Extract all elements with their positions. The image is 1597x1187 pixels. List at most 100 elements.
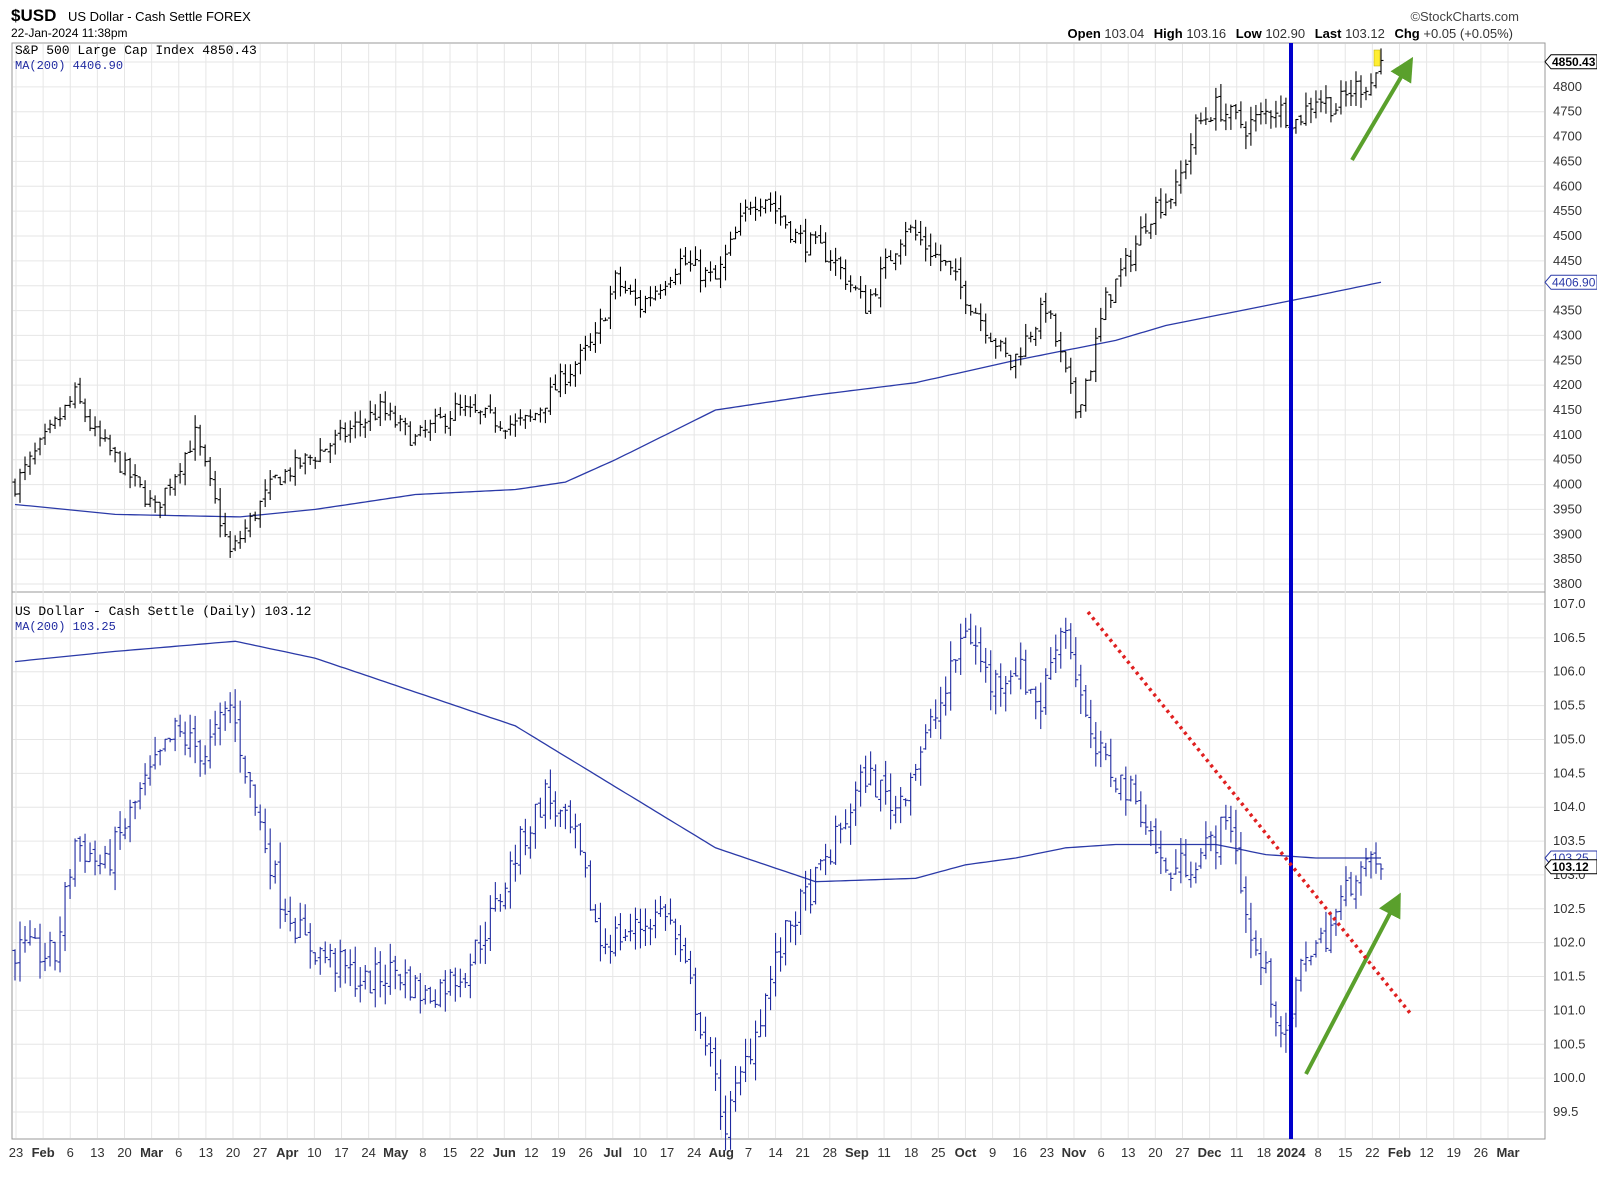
low-value: 102.90 <box>1265 26 1306 41</box>
usd-bar <box>177 714 183 738</box>
brand-watermark[interactable]: ©StockCharts.com <box>1410 9 1519 24</box>
spx-bar <box>582 335 588 361</box>
spx-bar <box>267 470 273 501</box>
usd-bar <box>1078 664 1084 714</box>
spx-bar <box>1023 323 1029 357</box>
spx-bar <box>492 407 498 433</box>
spx-bar <box>753 196 759 221</box>
usd-bar <box>672 918 678 956</box>
spx-bar <box>472 394 478 413</box>
spx-bar <box>237 530 243 549</box>
usd-bar <box>753 1020 759 1081</box>
usd-bar <box>943 676 949 716</box>
x-tick-label: 24 <box>361 1145 375 1160</box>
spx-bar <box>277 476 283 486</box>
usd-bar <box>627 913 633 942</box>
spx-bar <box>978 303 984 332</box>
spx-bar <box>1188 133 1194 175</box>
y-tick-label: 4250 <box>1553 352 1582 367</box>
usd-bar <box>427 986 433 1004</box>
spx-bar <box>918 220 924 246</box>
spx-bar <box>167 478 173 496</box>
usd-bar <box>1023 649 1029 695</box>
usd-bar <box>1208 831 1214 852</box>
x-tick-label: 18 <box>1257 1145 1271 1160</box>
spx-bar <box>1028 331 1034 343</box>
x-tick-label: Jun <box>493 1145 516 1160</box>
spx-bar <box>878 256 884 308</box>
usd-bar <box>748 1038 754 1065</box>
x-tick-label: 11 <box>1230 1145 1244 1160</box>
spx-bar <box>1368 73 1374 96</box>
usd-bar <box>157 749 163 766</box>
usd-bar <box>1273 1001 1279 1037</box>
spx-bar <box>647 286 653 307</box>
usd-bar <box>537 797 543 818</box>
spx-bar <box>828 250 834 271</box>
usd-bar <box>963 617 969 638</box>
x-tick-label: 8 <box>1314 1145 1321 1160</box>
usd-bar <box>452 967 458 1002</box>
usd-bar <box>1183 839 1189 878</box>
x-axis-labels: 23 Feb 6 13 20 Mar 6 13 20 27 Apr 10 17 24 May 8 15 22 Jun… <box>9 1145 1520 1160</box>
usd-bar <box>1088 699 1094 749</box>
usd-bar <box>848 803 854 845</box>
usd-bar <box>1263 951 1269 974</box>
usd-bar <box>197 739 203 777</box>
usd-bar <box>482 921 488 965</box>
open-value: 103.04 <box>1104 26 1145 41</box>
y-tick-label: 3800 <box>1553 576 1582 591</box>
x-tick-label: 26 <box>578 1145 592 1160</box>
spx-bar <box>803 218 809 263</box>
spx-bar <box>1208 117 1214 123</box>
usd-bar <box>272 860 278 884</box>
usd-bar <box>202 745 208 775</box>
usd-bar <box>1193 862 1199 884</box>
spx-bar <box>843 259 849 290</box>
spx-bar <box>1088 370 1094 381</box>
spx-bar <box>252 511 258 522</box>
usd-bar <box>988 650 994 711</box>
usd-bar <box>1163 857 1169 873</box>
spx-bar <box>1223 103 1229 131</box>
usd-bar <box>893 795 899 824</box>
usd-bar <box>632 907 638 950</box>
spx-bar <box>442 413 448 434</box>
spx-bar <box>232 535 238 552</box>
spx-bar <box>522 414 528 429</box>
usd-bar <box>798 888 804 935</box>
spx-bar <box>632 278 638 306</box>
usd-bar <box>512 844 518 882</box>
spx-bar <box>332 429 338 455</box>
spx-bar <box>307 454 313 465</box>
spx-bar <box>773 191 779 224</box>
usd-bar <box>57 916 63 973</box>
y-tick-label: 3900 <box>1553 526 1582 541</box>
spx-bar <box>322 448 328 452</box>
usd-bar <box>728 1090 734 1150</box>
spx-bar <box>302 453 308 475</box>
spx-bar <box>798 224 804 244</box>
usd-bar <box>928 708 934 738</box>
usd-bar <box>207 719 213 769</box>
spx-bar <box>202 444 208 467</box>
spx-bar <box>908 224 914 233</box>
spx-bar <box>1043 292 1049 323</box>
spx-bar <box>462 395 468 417</box>
usd-bar <box>1253 930 1259 956</box>
chart-name: US Dollar - Cash Settle FOREX <box>68 9 251 24</box>
spx-bar <box>377 393 383 427</box>
usd-bar <box>112 826 118 891</box>
usd-bar <box>1203 821 1209 860</box>
usd-bar <box>127 799 133 843</box>
spx-bar <box>738 202 744 236</box>
spx-bar <box>487 394 493 414</box>
spx-last-value-tag: 4850.43 <box>1544 54 1597 70</box>
usd-bar <box>412 975 418 999</box>
spx-bar <box>682 247 688 266</box>
spx-bar <box>1278 95 1284 128</box>
usd-bar <box>227 692 233 724</box>
spx-bar <box>617 266 623 297</box>
x-tick-label: 22 <box>470 1145 484 1160</box>
